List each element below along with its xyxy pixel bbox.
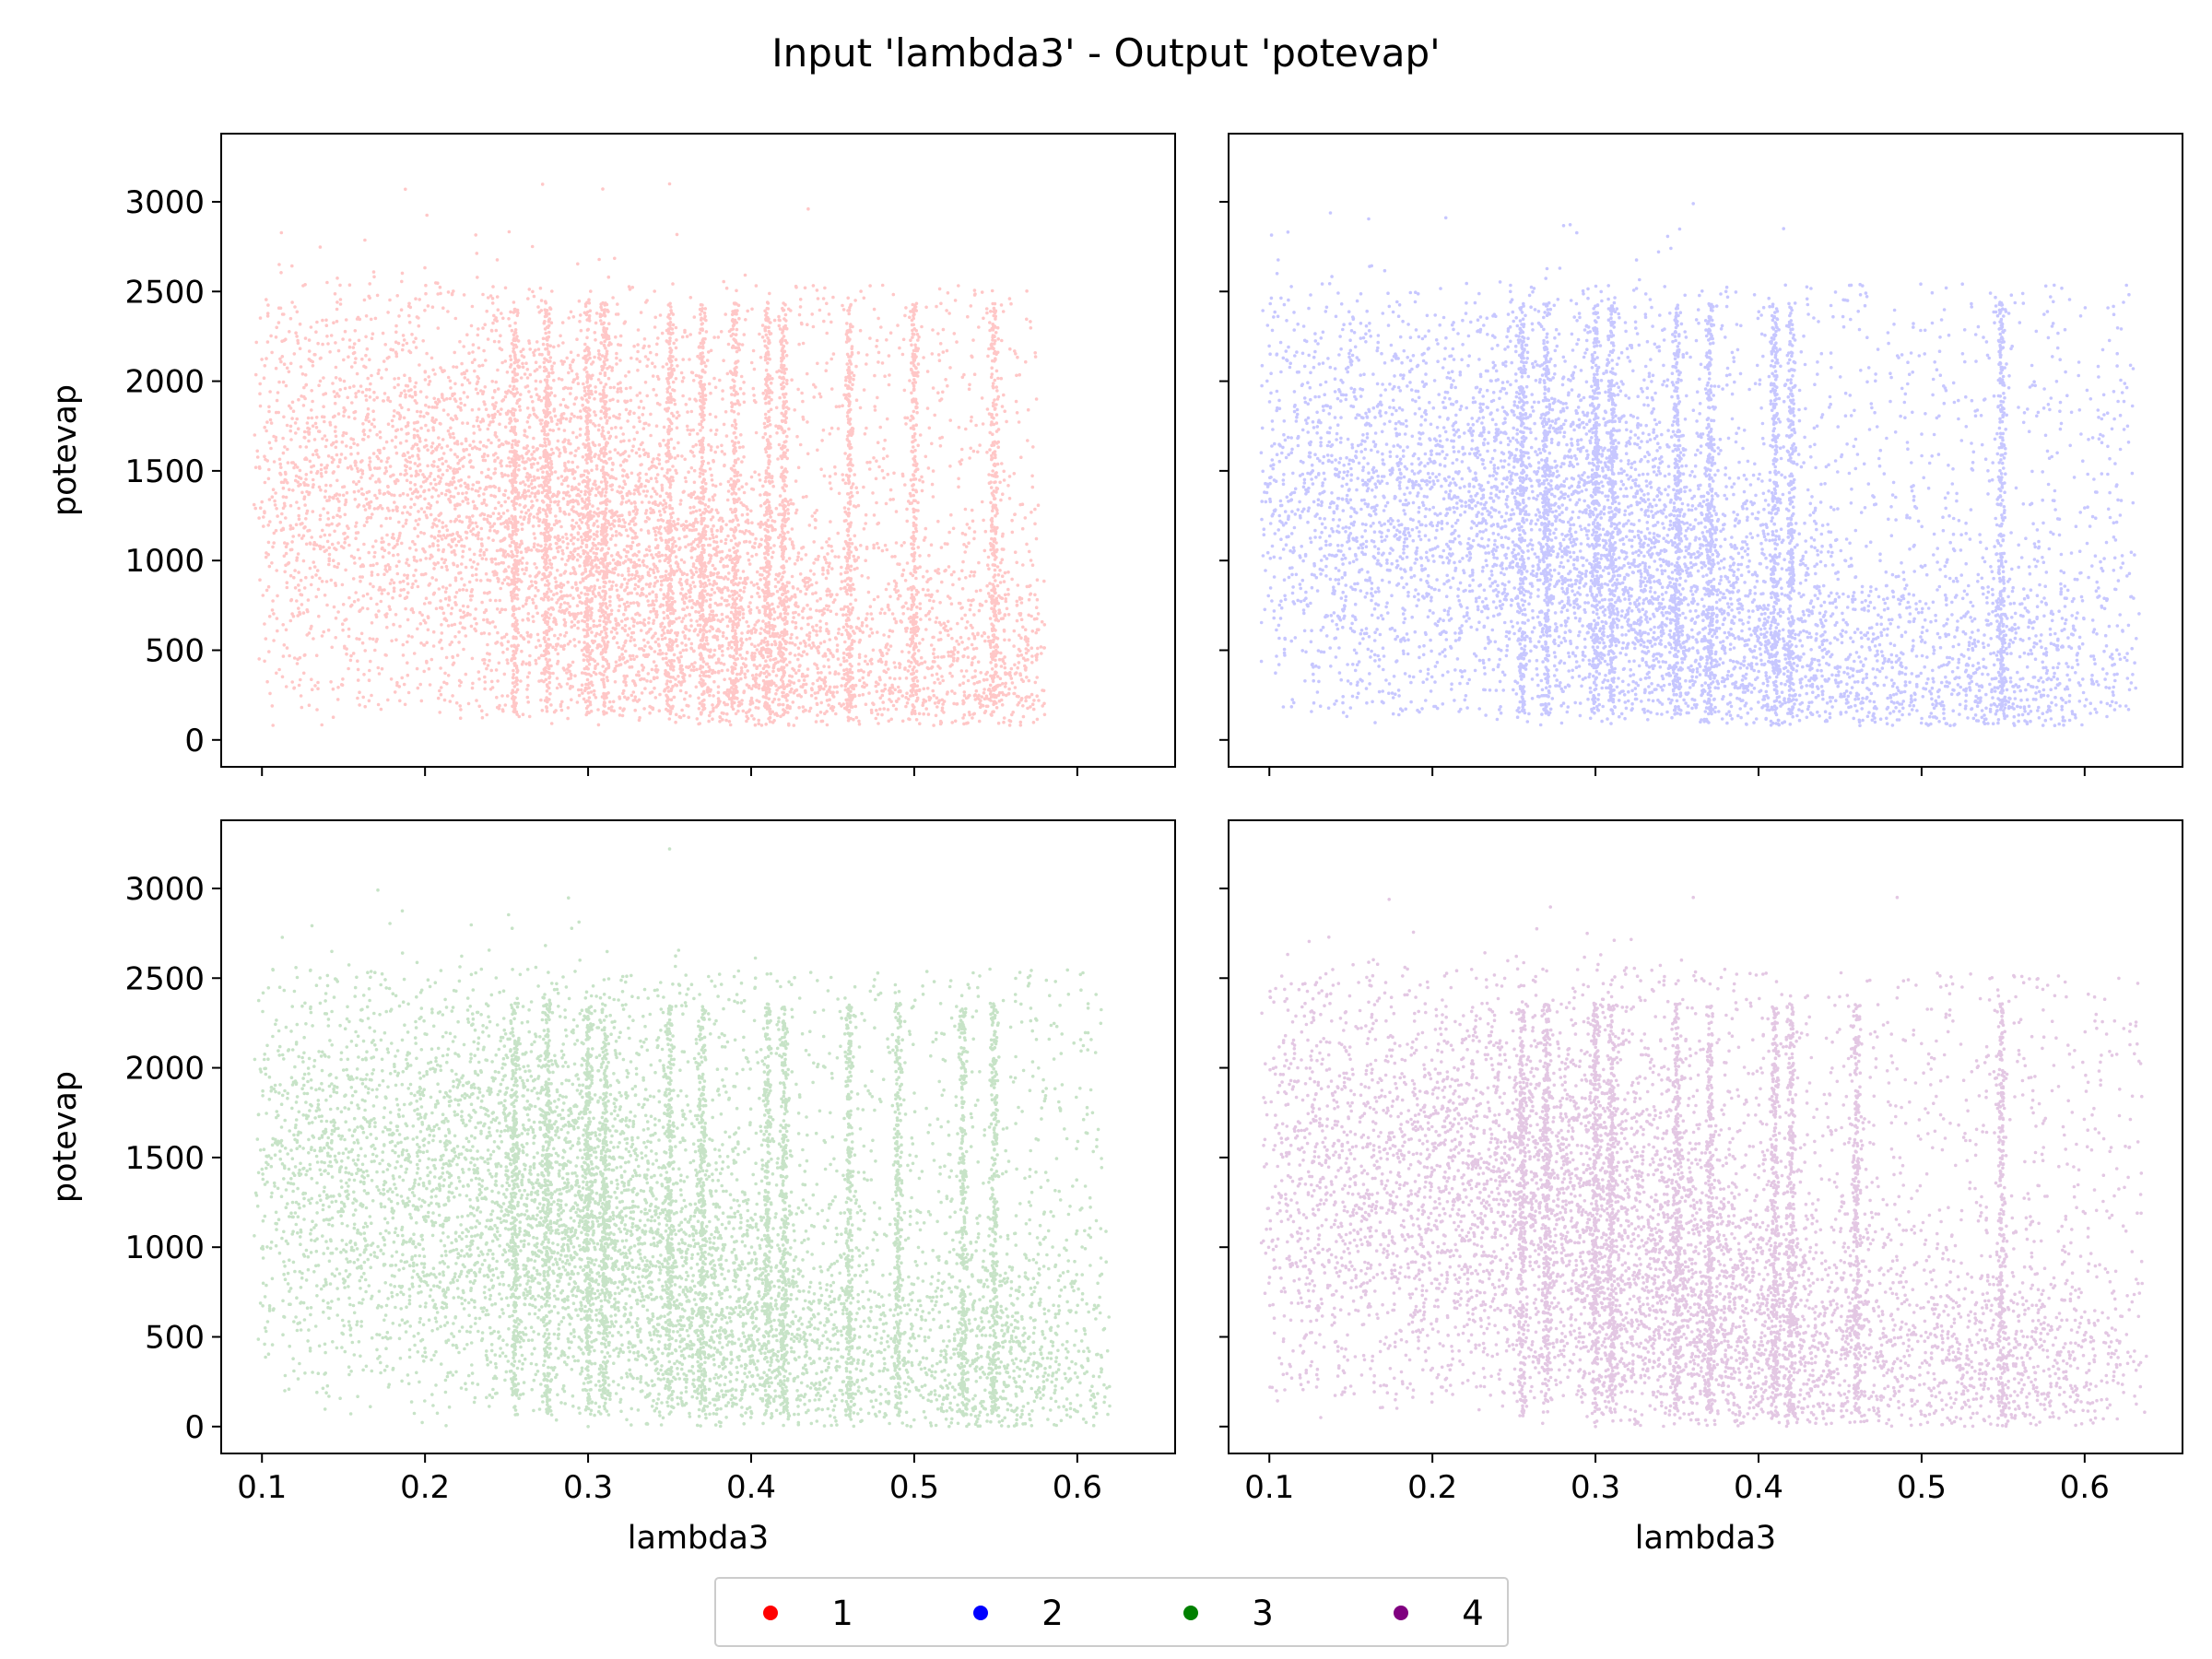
- scatter-points-3: [253, 847, 1112, 1429]
- subplot-1: 0 500 1000 1500 2000 2500 3000 potevap: [47, 133, 1176, 776]
- point-cloud-1: [252, 182, 1047, 727]
- y-tick-label: 2000: [124, 1051, 205, 1088]
- subplot-grid: 0 500 1000 1500 2000 2500 3000 potevap 0 500 1000 1…: [47, 133, 2183, 1557]
- x-tick-label: 0.1: [237, 1469, 287, 1506]
- x-tick-label: 0.4: [726, 1469, 776, 1506]
- y-axis-label: potevap: [47, 1071, 84, 1203]
- x-tick-label: 0.3: [563, 1469, 613, 1506]
- y-tick-label: 3000: [124, 871, 205, 908]
- y-axis-label: potevap: [47, 384, 84, 516]
- subplot-3: 0 500 1000 1500 2000 2500 3000 0.1 0.2 0.3 0.4 0.5 0…: [47, 819, 1176, 1557]
- y-tick-label: 3000: [124, 184, 205, 221]
- legend-marker-2: [973, 1606, 988, 1620]
- point-cloud-4: [1259, 895, 2148, 1429]
- axes-frame-2: [1228, 133, 2183, 768]
- legend-label-1: 1: [831, 1594, 853, 1633]
- point-cloud-3: [253, 847, 1112, 1429]
- scatter-points-4: [1259, 895, 2148, 1429]
- x-tick-label: 0.2: [400, 1469, 450, 1506]
- y-tick-label: 1500: [124, 1140, 205, 1177]
- y-tick-label: 1500: [124, 453, 205, 490]
- axes-frame-1: [220, 133, 1176, 768]
- subplot-4: 0.1 0.2 0.3 0.4 0.5 0.6 lambda3: [1219, 819, 2183, 1557]
- y-tick-label: 1000: [124, 1230, 205, 1266]
- x-tick-label: 0.5: [889, 1469, 939, 1506]
- y-tick-label: 2000: [124, 364, 205, 401]
- x-axis-label: lambda3: [1635, 1520, 1776, 1557]
- legend-label-4: 4: [1462, 1594, 1484, 1633]
- legend-label-2: 2: [1041, 1594, 1064, 1633]
- x-axis-label: lambda3: [628, 1520, 769, 1557]
- x-tick-label: 0.6: [1053, 1469, 1102, 1506]
- legend: 1 2 3 4: [714, 1577, 1509, 1647]
- legend-label-3: 3: [1252, 1594, 1274, 1633]
- x-tick-label: 0.1: [1244, 1469, 1294, 1506]
- x-tick-label: 0.6: [2060, 1469, 2110, 1506]
- point-cloud-2: [1259, 202, 2141, 727]
- x-tick-label: 0.3: [1571, 1469, 1620, 1506]
- y-tick-label: 2500: [124, 960, 205, 997]
- y-tick-label: 0: [184, 1409, 205, 1446]
- scatter-points-2: [1259, 202, 2141, 727]
- x-tick-label: 0.4: [1734, 1469, 1783, 1506]
- x-tick-label: 0.2: [1407, 1469, 1457, 1506]
- legend-box: [714, 1577, 1509, 1647]
- y-tick-label: 500: [145, 632, 205, 669]
- legend-marker-1: [763, 1606, 778, 1620]
- figure-title: Input 'lambda3' - Output 'potevap': [771, 30, 1440, 76]
- y-tick-label: 2500: [124, 274, 205, 311]
- legend-marker-3: [1183, 1606, 1198, 1620]
- scatter-points-1: [252, 182, 1047, 727]
- y-tick-label: 0: [184, 723, 205, 759]
- y-tick-label: 500: [145, 1319, 205, 1356]
- x-tick-label: 0.5: [1897, 1469, 1947, 1506]
- axes-frame-3: [220, 819, 1176, 1454]
- legend-marker-4: [1394, 1606, 1408, 1620]
- y-tick-label: 1000: [124, 543, 205, 580]
- subplot-2: [1219, 133, 2183, 776]
- axes-frame-4: [1228, 819, 2183, 1454]
